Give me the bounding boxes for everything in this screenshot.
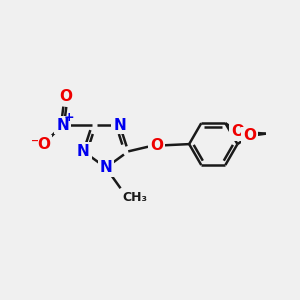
Text: O: O [37, 137, 50, 152]
Text: O: O [231, 124, 244, 139]
Text: N: N [77, 144, 90, 159]
Text: +: + [64, 111, 74, 124]
Text: O: O [150, 138, 163, 153]
Text: N: N [100, 160, 112, 175]
Text: CH₃: CH₃ [122, 191, 147, 204]
Text: ⁻: ⁻ [31, 137, 39, 152]
Text: O: O [59, 89, 72, 104]
Text: O: O [243, 128, 256, 143]
Text: N: N [113, 118, 126, 133]
Text: N: N [56, 118, 69, 133]
